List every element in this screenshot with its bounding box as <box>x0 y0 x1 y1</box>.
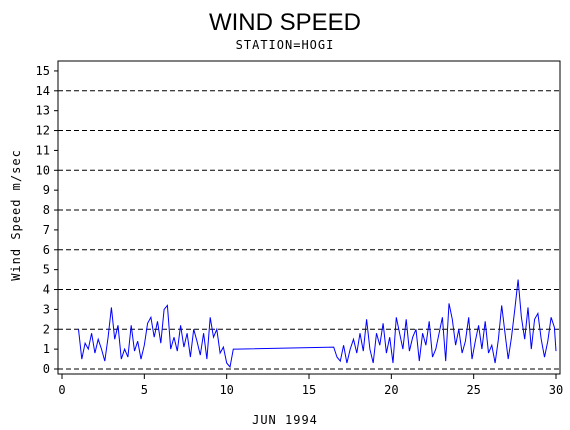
x-axis-label: JUN 1994 <box>252 413 318 427</box>
x-tick-label: 20 <box>384 383 398 397</box>
reference-lines <box>58 90 560 370</box>
y-tick-label: 4 <box>43 283 50 297</box>
x-tick-label: 0 <box>58 383 65 397</box>
y-tick-label: 12 <box>36 124 50 138</box>
y-tick-label: 7 <box>43 223 50 237</box>
y-tick-label: 5 <box>43 263 50 277</box>
y-tick-label: 10 <box>36 163 50 177</box>
y-tick-label: 3 <box>43 302 50 316</box>
chart-subtitle: STATION=HOGI <box>236 38 335 52</box>
y-tick-label: 13 <box>36 104 50 118</box>
y-tick-label: 15 <box>36 64 50 78</box>
series-line <box>78 279 557 369</box>
y-tick-label: 6 <box>43 243 50 257</box>
y-tick-label: 2 <box>43 322 50 336</box>
series-group <box>78 279 557 369</box>
y-tick-label: 1 <box>43 342 50 356</box>
x-tick-label: 15 <box>302 383 316 397</box>
chart-title: WIND SPEED <box>209 9 361 36</box>
y-tick-label: 0 <box>43 362 50 376</box>
x-tick-label: 5 <box>141 383 148 397</box>
x-tick-label: 10 <box>219 383 233 397</box>
x-tick-label: 30 <box>549 383 563 397</box>
x-axis: 0 5 10 15 20 25 30 <box>58 374 563 397</box>
y-axis-label: Wind Speed m/sec <box>9 149 23 281</box>
y-tick-label: 14 <box>36 84 50 98</box>
y-tick-label: 8 <box>43 203 50 217</box>
y-tick-label: 9 <box>43 183 50 197</box>
x-tick-label: 25 <box>466 383 480 397</box>
y-tick-label: 11 <box>36 143 50 157</box>
